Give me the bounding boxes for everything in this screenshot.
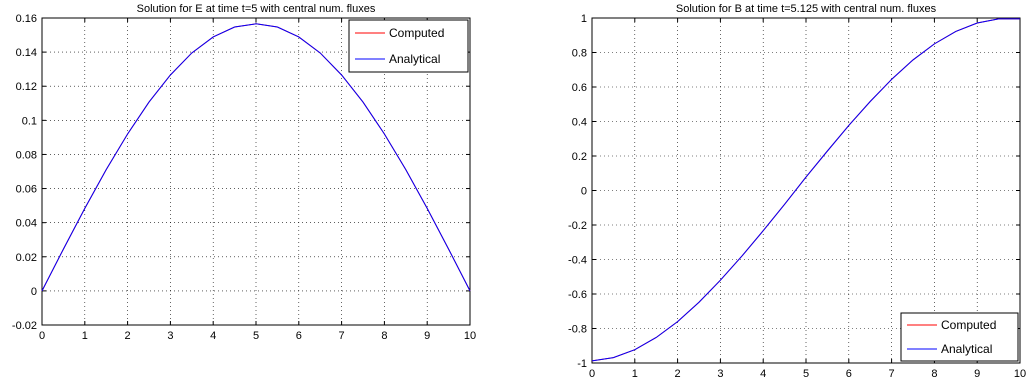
legend-label-analytical: Analytical <box>941 342 992 356</box>
legend-label-computed: Computed <box>941 318 996 332</box>
series-line-analytical <box>591 18 1020 362</box>
x-tick-label: 10 <box>464 330 476 342</box>
x-tick-label: 0 <box>589 368 595 380</box>
y-tick-label: -1 <box>577 358 587 370</box>
x-tick-label: 7 <box>339 330 345 342</box>
x-tick-label: 8 <box>931 368 937 380</box>
legend-label-computed: Computed <box>389 26 444 40</box>
y-tick-label: 0.6 <box>572 82 587 94</box>
y-tick-label: 0.02 <box>16 252 37 264</box>
x-tick-label: 4 <box>760 368 766 380</box>
y-tick-label: 0.08 <box>16 149 37 161</box>
y-tick-label: 0.16 <box>16 13 37 25</box>
legend-box <box>348 19 469 73</box>
y-tick-label: -0.8 <box>568 324 587 336</box>
legend-box <box>900 312 1019 362</box>
y-tick-label: 0.12 <box>16 81 37 93</box>
x-tick-label: 9 <box>974 368 980 380</box>
y-tick-label: 0 <box>581 186 587 198</box>
x-tick-label: 3 <box>717 368 723 380</box>
chart-1: 0 1 2 3 4 5 6 7 8 9 10-0.0200.020.040.060.080.10.1… <box>12 3 476 342</box>
x-tick-label: 4 <box>210 330 216 342</box>
x-tick-label: 8 <box>381 330 387 342</box>
y-tick-label: 0 <box>31 286 37 298</box>
x-tick-label: 6 <box>296 330 302 342</box>
axes-box <box>41 17 471 326</box>
legend-label-analytical: Analytical <box>389 52 440 66</box>
axes-box <box>591 17 1021 364</box>
series-line-analytical <box>41 23 471 292</box>
x-tick-label: 10 <box>1014 368 1026 380</box>
x-tick-label: 5 <box>803 368 809 380</box>
chart-2: 0 1 2 3 4 5 6 7 8 9 10 -1 -0.8 -0.6 -0.4 -0.2 0 0.2 0.4 0.6… <box>568 3 1026 380</box>
chart-title: Solution for E at time t=5 with central … <box>137 3 376 15</box>
x-tick-label: 5 <box>253 330 259 342</box>
y-tick-label: 0.1 <box>22 115 37 127</box>
y-tick-label: -0.6 <box>568 289 587 301</box>
y-tick-label: 1 <box>581 13 587 25</box>
y-tick-label: 0.14 <box>16 47 37 59</box>
x-tick-label: 1 <box>82 330 88 342</box>
y-tick-label: 0.06 <box>16 184 37 196</box>
x-tick-label: 2 <box>675 368 681 380</box>
y-tick-label: 0.8 <box>572 48 587 60</box>
legend: Computed Analytical <box>900 312 1019 362</box>
x-tick-label: 9 <box>424 330 430 342</box>
y-tick-label: -0.02 <box>12 320 37 332</box>
legend: Computed Analytical <box>348 19 469 73</box>
x-tick-label: 6 <box>846 368 852 380</box>
chart-title: Solution for B at time t=5.125 with cent… <box>676 3 937 15</box>
x-tick-label: 1 <box>632 368 638 380</box>
y-tick-label: 0.4 <box>572 117 587 129</box>
x-tick-label: 2 <box>125 330 131 342</box>
x-tick-label: 0 <box>39 330 45 342</box>
x-tick-label: 3 <box>167 330 173 342</box>
y-tick-label: -0.2 <box>568 220 587 232</box>
y-tick-label: 0.04 <box>16 218 37 230</box>
y-tick-label: -0.4 <box>568 255 587 267</box>
x-tick-label: 7 <box>889 368 895 380</box>
y-tick-label: 0.2 <box>572 151 587 163</box>
